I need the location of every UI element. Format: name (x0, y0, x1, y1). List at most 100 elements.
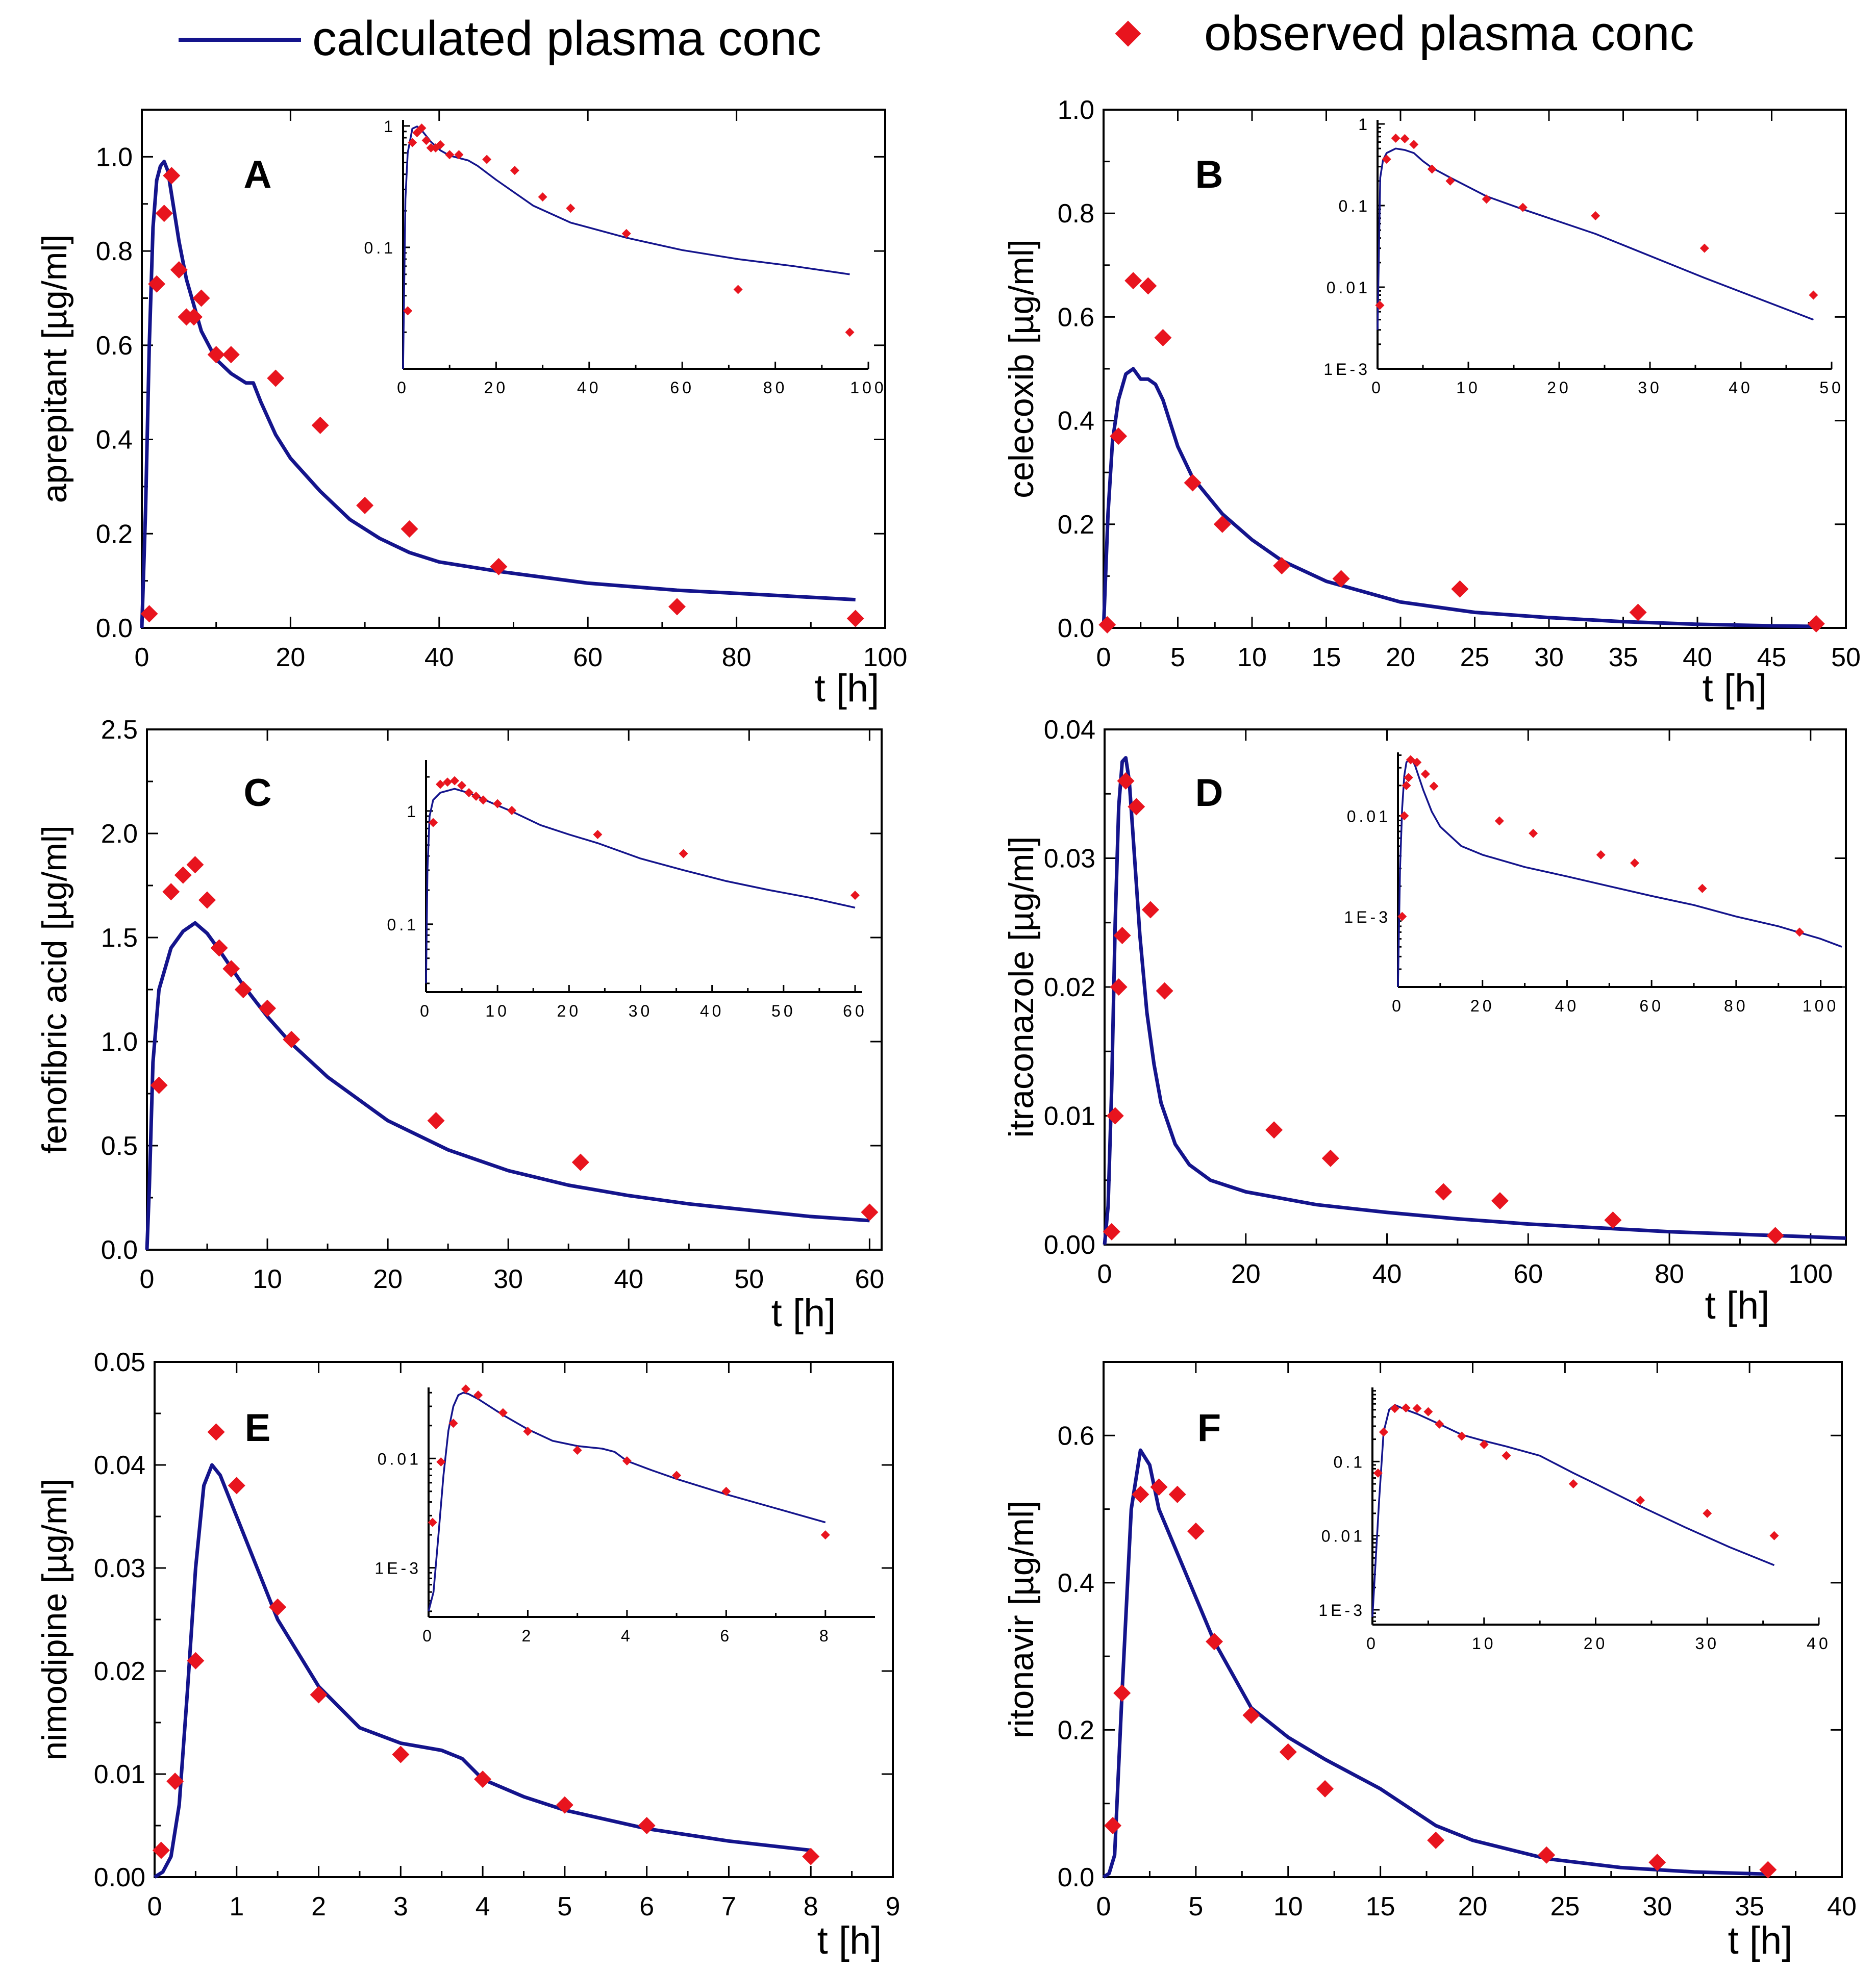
inset-e: 0 2 4 6 8 1E-3 0.01 (374, 1384, 875, 1645)
observed-point (1279, 1743, 1297, 1761)
observed-point (1110, 978, 1128, 996)
inset-y-tick-label: 0.1 (364, 239, 396, 257)
inset-observed-point (426, 143, 436, 153)
observed-point (401, 520, 418, 538)
x-tick-label: 2 (311, 1892, 326, 1921)
inset-x-tick-label: 0 (422, 1627, 435, 1645)
observed-point (1187, 1522, 1205, 1540)
inset-x-tick-label: 50 (1819, 378, 1844, 397)
observed-point (162, 883, 180, 901)
inset-observed-point (1399, 811, 1409, 821)
inset-observed-point (1591, 211, 1600, 220)
inset-observed-point (403, 306, 413, 316)
y-axis-label: aprepitant [µg/ml] (35, 235, 74, 503)
observed-point (187, 1652, 205, 1670)
inset-observed-point (1636, 1496, 1645, 1505)
y-tick-label: 0.2 (1058, 1715, 1094, 1745)
calculated-curve (145, 921, 870, 1250)
x-tick-label: 20 (1458, 1892, 1488, 1921)
x-tick-label: 45 (1757, 643, 1787, 672)
inset-observed-point (448, 1419, 458, 1428)
inset-d: 0 20 40 60 80 100 1E-3 0.01 (1344, 752, 1842, 1015)
observed-point (1110, 427, 1128, 445)
observed-point (668, 598, 686, 616)
observed-point (1139, 277, 1157, 295)
y-tick-label: 2.5 (101, 715, 138, 745)
inset-x-tick-label: 10 (485, 1002, 510, 1020)
calculated-curve (140, 160, 856, 628)
inset-observed-point (1390, 1404, 1399, 1413)
observed-point (1766, 1227, 1784, 1245)
inset-observed-point (1412, 1404, 1422, 1413)
y-tick-label: 0.02 (1044, 973, 1095, 1002)
inset-y-tick-label: 1 (384, 117, 396, 136)
y-tick-label: 0.4 (1058, 407, 1094, 436)
inset-observed-point (621, 229, 631, 238)
inset-observed-point (1596, 850, 1606, 859)
inset-x-tick-label: 60 (670, 378, 694, 397)
observed-point (638, 1817, 656, 1834)
y-tick-label: 1.0 (1058, 95, 1094, 125)
observed-point (1265, 1121, 1283, 1139)
panels: 0 20 40 60 80 1000.00.20.40.60.81.0aprepitant… (35, 95, 1861, 1962)
y-tick-label: 0.0 (1058, 1863, 1094, 1892)
inset-x-tick-label: 40 (1729, 378, 1753, 397)
legend: calculated plasma conc observed plasma c… (179, 6, 1694, 66)
observed-point (1242, 1706, 1260, 1724)
inset-y-tick-label: 0.01 (378, 1450, 421, 1468)
inset-x-tick-label: 20 (1547, 378, 1571, 397)
observed-point (1113, 1684, 1131, 1702)
inset-observed-point (450, 776, 460, 786)
inset-observed-point (1482, 194, 1491, 204)
inset-observed-point (428, 1517, 437, 1527)
x-tick-label: 35 (1609, 643, 1638, 672)
observed-point (192, 289, 210, 307)
inset-observed-point (1809, 290, 1818, 300)
x-tick-label: 6 (639, 1892, 654, 1921)
inset-calculated-curve (402, 125, 850, 369)
x-axis-label: t [h] (1728, 1919, 1793, 1962)
observed-point (186, 856, 204, 874)
inset-c: 0 10 20 30 40 50 60 0.1 1 (387, 760, 864, 1020)
observed-point (1154, 329, 1172, 347)
x-tick-label: 15 (1366, 1892, 1395, 1921)
observed-point (1150, 1478, 1168, 1496)
y-tick-label: 0.6 (96, 331, 133, 361)
observed-point (1321, 1149, 1339, 1167)
inset-observed-point (845, 327, 855, 337)
inset-observed-point (1412, 757, 1422, 767)
inset-observed-point (445, 150, 455, 160)
inset-observed-point (1391, 133, 1400, 143)
x-tick-label: 60 (855, 1264, 884, 1294)
observed-point (846, 610, 864, 627)
inset-calculated-curve (428, 1392, 826, 1612)
inset-calculated-curve (1377, 147, 1814, 330)
inset-observed-point (1375, 300, 1385, 310)
observed-point (210, 939, 228, 957)
inset-x-tick-label: 40 (700, 1002, 724, 1020)
observed-point (207, 346, 225, 364)
inset-observed-point (1502, 1451, 1511, 1460)
observed-point (1604, 1211, 1622, 1229)
observed-point (490, 558, 508, 575)
x-axis-label: t [h] (817, 1919, 882, 1962)
y-tick-label: 0.8 (96, 237, 133, 266)
inset-x-tick-label: 50 (771, 1002, 796, 1020)
observed-point (556, 1796, 573, 1814)
observed-point (222, 960, 240, 978)
observed-point (1117, 772, 1135, 790)
observed-point (861, 1203, 879, 1221)
observed-point (1491, 1192, 1509, 1210)
observed-point (1104, 1817, 1122, 1834)
y-tick-label: 0.05 (94, 1348, 145, 1377)
x-tick-label: 30 (493, 1264, 523, 1294)
inset-x-tick-label: 30 (629, 1002, 653, 1020)
inset-f: 0 10 20 30 40 1E-3 0.01 0.1 (1318, 1387, 1828, 1653)
inset-observed-point (1397, 912, 1407, 921)
inset-x-tick-label: 2 (522, 1627, 534, 1645)
x-tick-label: 0 (135, 643, 149, 672)
x-tick-label: 80 (722, 643, 752, 672)
y-tick-label: 0.4 (1058, 1569, 1094, 1598)
observed-point (1103, 1223, 1120, 1241)
x-tick-label: 60 (573, 643, 603, 672)
